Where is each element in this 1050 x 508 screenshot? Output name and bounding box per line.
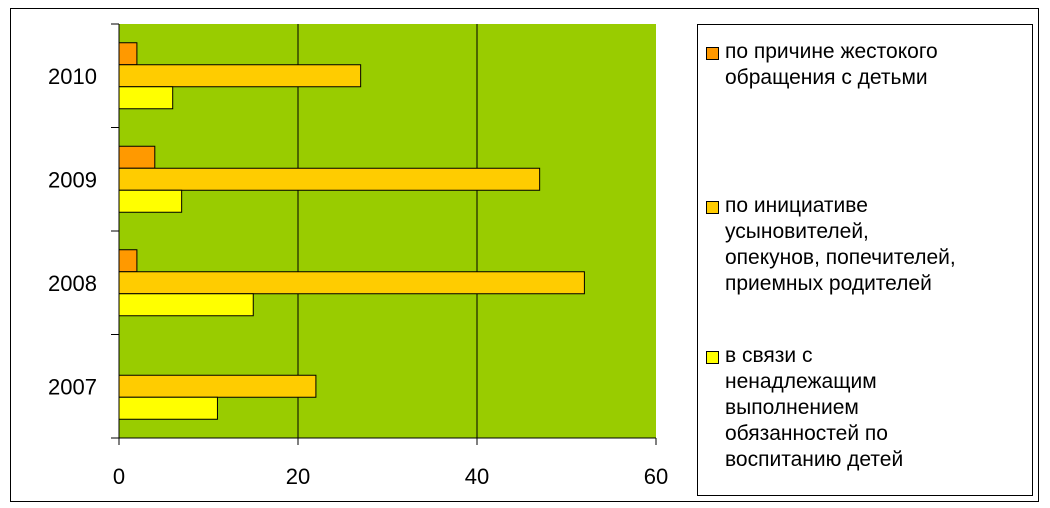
y-tick-label-2008: 2008 [48,271,97,296]
bar-2010-series-2 [118,64,362,88]
bar-2008-series-2 [118,271,585,295]
y-tick-labels: 2007 2008 2009 2010 [48,64,97,400]
y-tick-label-2007: 2007 [48,374,97,399]
bar-2009-series-2 [118,167,541,191]
x-tick-labels: 0 20 40 60 [113,464,668,489]
y-tick-label-2010: 2010 [48,64,97,89]
legend: по причине жестокого обращения с детьми … [697,24,1033,496]
bar-2010-series-3 [118,86,174,110]
bar-2008-series-3 [118,293,254,317]
legend-swatch-abuse [706,47,719,60]
bar-2009-series-3 [118,189,183,213]
legend-item-initiative: по инициативе усыновителей, опекунов, по… [706,193,1025,297]
gridlines [297,24,478,438]
legend-label-abuse: по причине жестокого обращения с детьми [725,40,938,89]
x-tick-label-20: 20 [286,464,310,489]
legend-item-duties: в связи с ненадлежащим выполнением обяза… [706,343,1025,473]
legend-swatch-initiative [706,201,719,214]
legend-item-abuse: по причине жестокого обращения с детьми [706,39,1025,91]
bar-2010-series-1 [118,42,138,66]
bars [118,42,585,420]
bar-2008-series-1 [118,249,138,273]
x-tick-label-40: 40 [465,464,489,489]
x-tick-label-0: 0 [113,464,125,489]
axes [111,23,657,445]
legend-label-initiative: по инициативе усыновителей, опекунов, по… [725,194,956,295]
x-tick-label-60: 60 [644,464,668,489]
bar-2007-series-2 [118,374,317,398]
y-tick-label-2009: 2009 [48,167,97,192]
bar-2009-series-1 [118,145,156,169]
bar-2007-series-3 [118,396,218,420]
plot-area [119,24,656,438]
legend-swatch-duties [706,351,719,364]
legend-label-duties: в связи с ненадлежащим выполнением обяза… [725,344,904,471]
